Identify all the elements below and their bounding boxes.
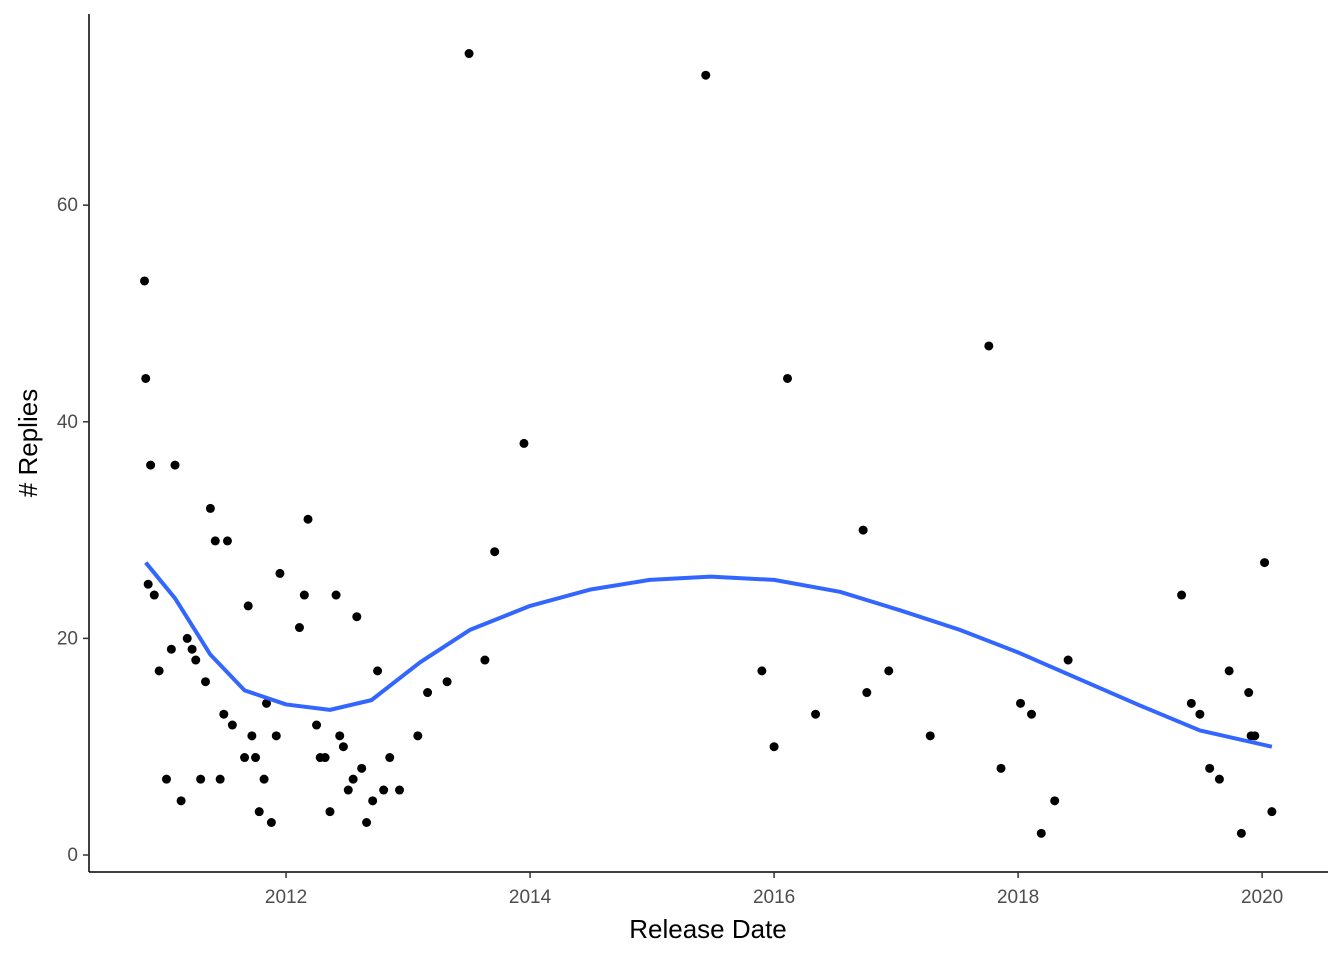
point [769, 742, 779, 752]
y-tick-label: 20 [57, 628, 78, 649]
point [1214, 774, 1224, 784]
point [480, 655, 490, 665]
point [984, 341, 994, 351]
point [149, 590, 159, 600]
point [210, 536, 220, 546]
point [1016, 698, 1026, 708]
point [335, 731, 345, 741]
y-tick-label: 40 [57, 412, 78, 433]
y-tick-label: 0 [67, 845, 78, 866]
point [227, 720, 237, 730]
point [395, 785, 405, 795]
point [423, 688, 433, 698]
point [271, 731, 281, 741]
point [1050, 796, 1060, 806]
point [1224, 666, 1234, 676]
point [925, 731, 935, 741]
point [385, 753, 395, 763]
trend-line [144, 561, 1273, 749]
point [783, 373, 793, 383]
point [858, 525, 868, 535]
point [1244, 688, 1254, 698]
x-tick-label: 2012 [265, 887, 307, 908]
x-tick-label: 2020 [1241, 887, 1283, 908]
point [247, 731, 257, 741]
point [811, 709, 821, 719]
point [294, 623, 304, 633]
point [251, 753, 261, 763]
point [254, 807, 264, 817]
point [357, 763, 367, 773]
point [143, 579, 153, 589]
point [348, 774, 358, 784]
point [205, 503, 215, 513]
point [1236, 828, 1246, 838]
point [884, 666, 894, 676]
point [519, 438, 529, 448]
point [1205, 763, 1215, 773]
point [146, 460, 156, 470]
point [368, 796, 378, 806]
point [1027, 709, 1037, 719]
point [1260, 558, 1270, 568]
point [701, 70, 711, 80]
point [191, 655, 201, 665]
point [325, 807, 335, 817]
point [1267, 807, 1277, 817]
x-tick-label: 2018 [997, 887, 1039, 908]
point [1177, 590, 1187, 600]
point [1036, 828, 1046, 838]
point [262, 698, 272, 708]
point [140, 276, 150, 286]
point [215, 774, 225, 784]
point [176, 796, 186, 806]
point [362, 818, 372, 828]
point [373, 666, 383, 676]
point [338, 742, 348, 752]
point [161, 774, 171, 784]
y-tick-label: 60 [57, 195, 78, 216]
point [312, 720, 322, 730]
point [757, 666, 767, 676]
point [862, 688, 872, 698]
point [187, 644, 197, 654]
point [442, 677, 452, 687]
point [266, 818, 276, 828]
point [196, 774, 206, 784]
point [490, 547, 500, 557]
point [1186, 698, 1196, 708]
x-tick-label: 2014 [509, 887, 552, 908]
point [201, 677, 211, 687]
x-axis-title: Release Date [629, 914, 787, 944]
point [170, 460, 180, 470]
point [1250, 731, 1260, 741]
point [219, 709, 229, 719]
point [996, 763, 1006, 773]
point [141, 373, 151, 383]
point [182, 633, 192, 643]
point [331, 590, 341, 600]
point [352, 612, 362, 622]
point [320, 753, 330, 763]
point [222, 536, 232, 546]
point [154, 666, 164, 676]
point [259, 774, 269, 784]
x-tick-label: 2016 [753, 887, 795, 908]
point [343, 785, 353, 795]
point [303, 514, 313, 524]
point [166, 644, 176, 654]
point [299, 590, 309, 600]
point [379, 785, 389, 795]
point [1195, 709, 1205, 719]
point [1063, 655, 1073, 665]
point [275, 568, 285, 578]
point [464, 49, 474, 59]
point [243, 601, 253, 611]
point [413, 731, 423, 741]
point [240, 753, 250, 763]
y-axis-title: # Replies [13, 389, 43, 497]
